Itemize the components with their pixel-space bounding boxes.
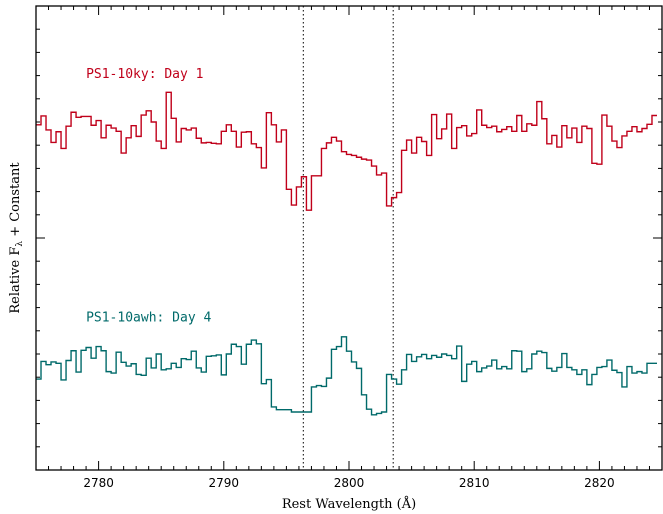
series-line-1 (36, 336, 657, 416)
plot-frame (35, 5, 663, 471)
x-tick-label: 2820 (584, 476, 615, 490)
x-tick-label: 2790 (209, 476, 240, 490)
series-label-ps1-10awh: PS1-10awh: Day 4 (86, 311, 211, 326)
x-axis-label: Rest Wavelength (Å) (282, 496, 416, 512)
y-axis-label-subscript: λ (15, 241, 25, 247)
y-axis-label-main: Relative F (8, 247, 23, 314)
series-layer (36, 91, 657, 416)
x-tick-label: 2780 (83, 476, 114, 490)
y-axis-label-tail: + Constant (8, 162, 23, 241)
series-line-0 (36, 91, 657, 211)
x-tick-label: 2810 (459, 476, 490, 490)
y-axis-label: Relative Fλ + Constant (8, 162, 25, 314)
series-label-ps1-10ky: PS1-10ky: Day 1 (86, 67, 203, 82)
reference-lines (302, 6, 394, 470)
x-tick-labels: 2780 2790 2800 2810 2820 (83, 476, 614, 490)
x-tick-label: 2800 (334, 476, 365, 490)
